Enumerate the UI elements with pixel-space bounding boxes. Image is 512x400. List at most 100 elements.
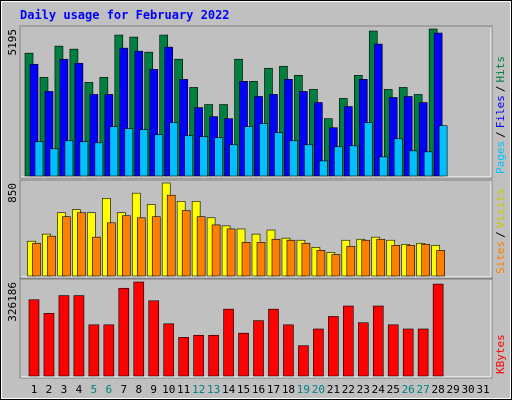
bar (259, 123, 268, 177)
legend-entry: Sites (494, 241, 507, 274)
x-tick-label: 18 (282, 383, 295, 396)
x-tick-label: 3 (61, 383, 68, 396)
bar (304, 144, 313, 177)
bar (433, 32, 443, 177)
legend: Sites / Visits (494, 189, 507, 275)
x-tick-label: 16 (252, 383, 265, 396)
bar (88, 324, 100, 377)
bar (178, 337, 189, 377)
bar (166, 194, 176, 277)
bar (313, 328, 324, 377)
bar (89, 94, 99, 177)
bar (28, 299, 40, 377)
bar (179, 79, 188, 177)
legend-separator: / (494, 131, 507, 138)
x-tick-label: 30 (461, 383, 474, 396)
bar (391, 245, 401, 277)
bar (393, 138, 403, 177)
bar (343, 305, 354, 377)
x-tick-label: 12 (192, 383, 205, 396)
bar (286, 239, 296, 277)
bar (92, 236, 101, 277)
bar (119, 47, 129, 177)
bar (199, 136, 208, 177)
x-tick-label: 10 (162, 383, 175, 396)
legend-entry: Files (494, 95, 507, 128)
bar (421, 243, 430, 277)
bar (363, 122, 373, 177)
legend-separator: / (494, 86, 507, 93)
bar (34, 141, 44, 177)
bar (214, 137, 223, 177)
bar (136, 217, 146, 277)
bar (334, 146, 343, 177)
bar (184, 135, 193, 177)
bar (58, 295, 70, 377)
x-tick-label: 1 (31, 383, 38, 396)
x-tick-label: 8 (135, 383, 142, 396)
bar (226, 228, 236, 277)
bar (196, 216, 206, 277)
x-tick-label: 4 (76, 383, 83, 396)
bar (118, 287, 130, 377)
legend-entry: Visits (494, 189, 507, 229)
legend: Pages / Files / Hits (494, 56, 507, 174)
x-tick-label: 31 (476, 383, 489, 396)
bar (361, 239, 371, 277)
bar (103, 324, 115, 377)
bar (373, 43, 383, 177)
bar (316, 250, 326, 277)
bar (74, 62, 84, 177)
bar (376, 238, 386, 277)
bar (223, 308, 234, 377)
bar (388, 97, 398, 177)
x-tick-label: 14 (222, 383, 236, 396)
y-tick-label: 5195 (6, 29, 19, 56)
x-tick-label: 25 (387, 383, 400, 396)
bar (301, 242, 311, 277)
x-tick-label: 19 (297, 383, 310, 396)
bar (122, 215, 131, 277)
bar (418, 102, 428, 177)
bar (149, 68, 159, 177)
bar (253, 320, 264, 377)
bar (378, 156, 388, 177)
x-tick-label: 13 (207, 383, 220, 396)
bar (107, 222, 116, 277)
x-tick-label: 26 (402, 383, 415, 396)
chart-title: Daily usage for February 2022 (20, 8, 230, 22)
bar (436, 250, 445, 277)
bar (238, 332, 249, 377)
y-tick-label: 326186 (6, 282, 19, 322)
bar (403, 96, 413, 177)
bar (387, 324, 399, 377)
bar (47, 235, 56, 277)
bar (402, 328, 414, 377)
bar (408, 150, 418, 177)
bar (417, 328, 429, 377)
bar (241, 242, 251, 277)
bar (244, 126, 253, 177)
bar (77, 212, 86, 277)
legend-entry: Hits (494, 56, 507, 83)
bar (274, 132, 283, 177)
bar (44, 91, 54, 177)
bar (208, 334, 219, 377)
bar (229, 144, 238, 177)
bar (79, 141, 89, 177)
bar (49, 148, 59, 177)
bar (139, 129, 149, 177)
bar (406, 245, 415, 277)
bar (73, 295, 85, 377)
bar (299, 91, 308, 177)
bar (298, 345, 309, 377)
bar (331, 254, 341, 277)
bar (169, 122, 179, 177)
legend-entry: Pages (494, 141, 507, 174)
x-tick-label: 29 (446, 383, 459, 396)
bar (109, 126, 119, 177)
x-tick-label: 6 (106, 383, 113, 396)
x-tick-label: 27 (417, 383, 430, 396)
